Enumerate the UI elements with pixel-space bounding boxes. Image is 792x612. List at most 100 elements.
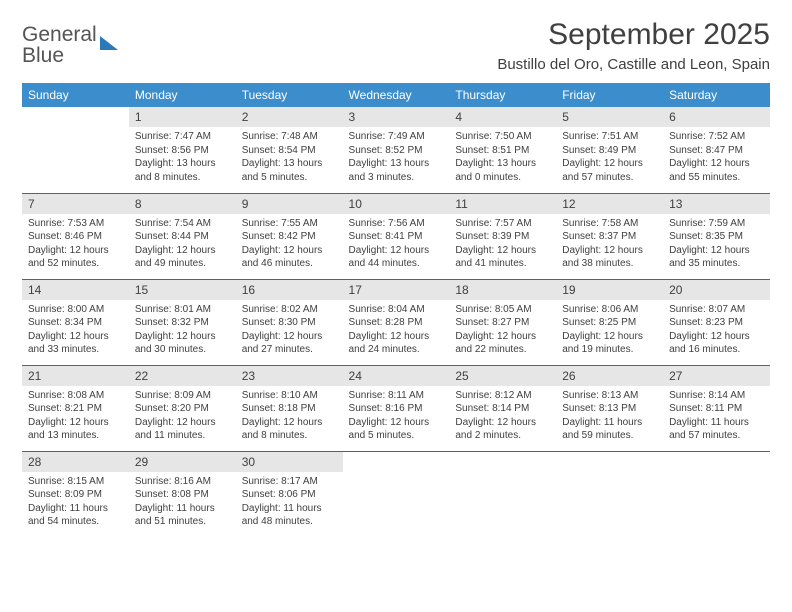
day-number: 2 — [236, 107, 343, 127]
weekday-header: Tuesday — [236, 83, 343, 107]
day-number: 20 — [663, 280, 770, 300]
daylight-line: and 49 minutes. — [135, 257, 230, 271]
sunset-line: Sunset: 8:42 PM — [242, 230, 337, 244]
daylight-line: Daylight: 13 hours — [242, 157, 337, 171]
calendar-cell: 15Sunrise: 8:01 AMSunset: 8:32 PMDayligh… — [129, 279, 236, 365]
sunrise-line: Sunrise: 8:08 AM — [28, 389, 123, 403]
daylight-line: and 59 minutes. — [562, 429, 657, 443]
sunset-line: Sunset: 8:08 PM — [135, 488, 230, 502]
daylight-line: Daylight: 12 hours — [455, 330, 550, 344]
daylight-line: and 13 minutes. — [28, 429, 123, 443]
daylight-line: and 2 minutes. — [455, 429, 550, 443]
sunrise-line: Sunrise: 8:15 AM — [28, 475, 123, 489]
daylight-line: Daylight: 11 hours — [669, 416, 764, 430]
sunset-line: Sunset: 8:44 PM — [135, 230, 230, 244]
sunrise-line: Sunrise: 8:11 AM — [349, 389, 444, 403]
daylight-line: Daylight: 12 hours — [242, 244, 337, 258]
daylight-line: and 33 minutes. — [28, 343, 123, 357]
daylight-line: and 5 minutes. — [349, 429, 444, 443]
day-number: 8 — [129, 194, 236, 214]
daylight-line: Daylight: 12 hours — [242, 416, 337, 430]
calendar-cell: 13Sunrise: 7:59 AMSunset: 8:35 PMDayligh… — [663, 193, 770, 279]
sunrise-line: Sunrise: 7:47 AM — [135, 130, 230, 144]
daylight-line: and 38 minutes. — [562, 257, 657, 271]
daylight-line: and 19 minutes. — [562, 343, 657, 357]
day-number: 27 — [663, 366, 770, 386]
calendar-cell: 23Sunrise: 8:10 AMSunset: 8:18 PMDayligh… — [236, 365, 343, 451]
calendar-cell: 6Sunrise: 7:52 AMSunset: 8:47 PMDaylight… — [663, 107, 770, 193]
calendar-week-row: 14Sunrise: 8:00 AMSunset: 8:34 PMDayligh… — [22, 279, 770, 365]
day-number: 9 — [236, 194, 343, 214]
sunset-line: Sunset: 8:49 PM — [562, 144, 657, 158]
calendar-cell: 10Sunrise: 7:56 AMSunset: 8:41 PMDayligh… — [343, 193, 450, 279]
sunset-line: Sunset: 8:28 PM — [349, 316, 444, 330]
sunrise-line: Sunrise: 8:14 AM — [669, 389, 764, 403]
sunrise-line: Sunrise: 7:52 AM — [669, 130, 764, 144]
calendar-cell: 4Sunrise: 7:50 AMSunset: 8:51 PMDaylight… — [449, 107, 556, 193]
sunrise-line: Sunrise: 8:10 AM — [242, 389, 337, 403]
day-number: 30 — [236, 452, 343, 472]
day-number: 17 — [343, 280, 450, 300]
sunset-line: Sunset: 8:35 PM — [669, 230, 764, 244]
daylight-line: and 44 minutes. — [349, 257, 444, 271]
sunrise-line: Sunrise: 7:55 AM — [242, 217, 337, 231]
calendar-cell: 3Sunrise: 7:49 AMSunset: 8:52 PMDaylight… — [343, 107, 450, 193]
calendar-cell — [556, 451, 663, 537]
calendar-cell: 17Sunrise: 8:04 AMSunset: 8:28 PMDayligh… — [343, 279, 450, 365]
calendar-cell: 20Sunrise: 8:07 AMSunset: 8:23 PMDayligh… — [663, 279, 770, 365]
calendar-cell: 8Sunrise: 7:54 AMSunset: 8:44 PMDaylight… — [129, 193, 236, 279]
daylight-line: Daylight: 13 hours — [135, 157, 230, 171]
weekday-header-row: Sunday Monday Tuesday Wednesday Thursday… — [22, 83, 770, 107]
sunrise-line: Sunrise: 7:59 AM — [669, 217, 764, 231]
daylight-line: Daylight: 12 hours — [669, 244, 764, 258]
calendar-cell: 21Sunrise: 8:08 AMSunset: 8:21 PMDayligh… — [22, 365, 129, 451]
calendar-table: Sunday Monday Tuesday Wednesday Thursday… — [22, 83, 770, 537]
calendar-cell: 5Sunrise: 7:51 AMSunset: 8:49 PMDaylight… — [556, 107, 663, 193]
calendar-cell: 27Sunrise: 8:14 AMSunset: 8:11 PMDayligh… — [663, 365, 770, 451]
calendar-cell: 7Sunrise: 7:53 AMSunset: 8:46 PMDaylight… — [22, 193, 129, 279]
day-number: 28 — [22, 452, 129, 472]
calendar-cell: 28Sunrise: 8:15 AMSunset: 8:09 PMDayligh… — [22, 451, 129, 537]
daylight-line: and 8 minutes. — [135, 171, 230, 185]
daylight-line: Daylight: 12 hours — [135, 330, 230, 344]
day-number: 26 — [556, 366, 663, 386]
sunset-line: Sunset: 8:37 PM — [562, 230, 657, 244]
calendar-cell: 9 Sunrise: 7:55 AMSunset: 8:42 PMDaylight… — [236, 193, 343, 279]
weekday-header: Sunday — [22, 83, 129, 107]
daylight-line: and 24 minutes. — [349, 343, 444, 357]
logo-line2: Blue — [22, 45, 97, 66]
daylight-line: Daylight: 12 hours — [349, 244, 444, 258]
daylight-line: Daylight: 11 hours — [135, 502, 230, 516]
daylight-line: and 22 minutes. — [455, 343, 550, 357]
day-number: 16 — [236, 280, 343, 300]
title-block: September 2025 Bustillo del Oro, Castill… — [497, 18, 770, 73]
calendar-cell: 19Sunrise: 8:06 AMSunset: 8:25 PMDayligh… — [556, 279, 663, 365]
daylight-line: and 41 minutes. — [455, 257, 550, 271]
sunset-line: Sunset: 8:16 PM — [349, 402, 444, 416]
day-number: 19 — [556, 280, 663, 300]
daylight-line: and 46 minutes. — [242, 257, 337, 271]
calendar-cell: 30Sunrise: 8:17 AMSunset: 8:06 PMDayligh… — [236, 451, 343, 537]
sunrise-line: Sunrise: 7:56 AM — [349, 217, 444, 231]
daylight-line: Daylight: 12 hours — [135, 416, 230, 430]
daylight-line: and 30 minutes. — [135, 343, 230, 357]
day-number: 1 — [129, 107, 236, 127]
sunset-line: Sunset: 8:23 PM — [669, 316, 764, 330]
day-number: 21 — [22, 366, 129, 386]
sunrise-line: Sunrise: 8:00 AM — [28, 303, 123, 317]
calendar-cell — [663, 451, 770, 537]
day-number: 25 — [449, 366, 556, 386]
sunrise-line: Sunrise: 8:13 AM — [562, 389, 657, 403]
day-number: 24 — [343, 366, 450, 386]
calendar-cell: 1Sunrise: 7:47 AMSunset: 8:56 PMDaylight… — [129, 107, 236, 193]
calendar-week-row: 28Sunrise: 8:15 AMSunset: 8:09 PMDayligh… — [22, 451, 770, 537]
daylight-line: Daylight: 12 hours — [669, 330, 764, 344]
location: Bustillo del Oro, Castille and Leon, Spa… — [497, 56, 770, 73]
sunrise-line: Sunrise: 7:48 AM — [242, 130, 337, 144]
daylight-line: Daylight: 12 hours — [28, 330, 123, 344]
daylight-line: Daylight: 12 hours — [28, 244, 123, 258]
daylight-line: Daylight: 12 hours — [135, 244, 230, 258]
sunrise-line: Sunrise: 8:05 AM — [455, 303, 550, 317]
day-number: 7 — [22, 194, 129, 214]
daylight-line: Daylight: 11 hours — [242, 502, 337, 516]
